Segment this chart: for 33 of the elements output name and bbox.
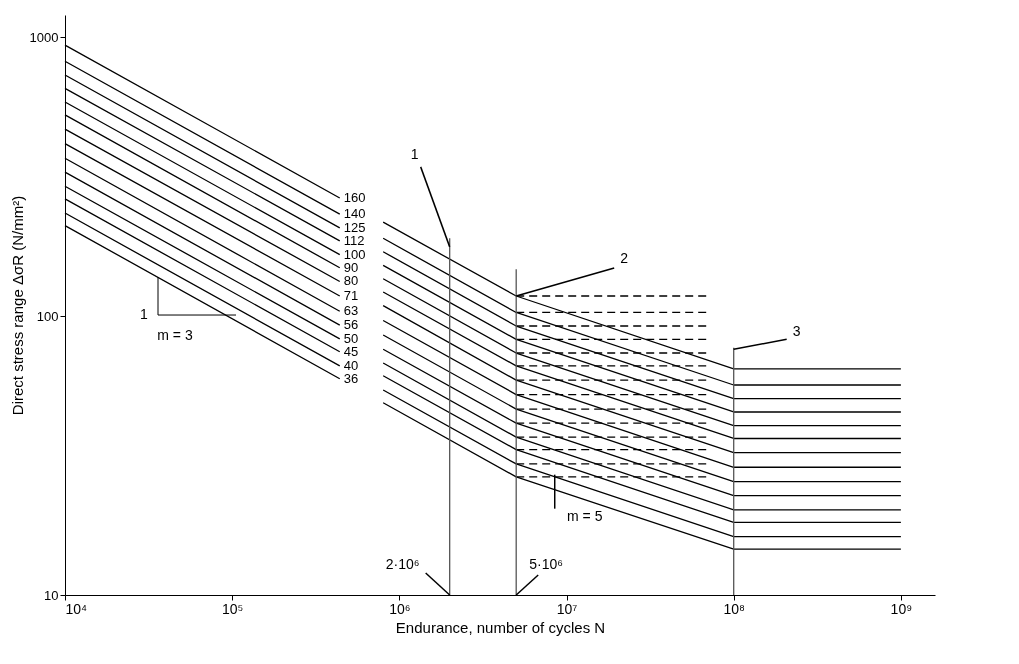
y-tick-label: 10 xyxy=(44,587,59,603)
x-tick-label: 10⁹ xyxy=(890,600,913,617)
annotation: 2 xyxy=(620,249,629,266)
annotation: 3 xyxy=(792,323,801,340)
x-axis-title: Endurance, number of cycles N xyxy=(395,618,606,636)
annotation: 1 xyxy=(140,306,149,323)
series-label: 40 xyxy=(343,357,359,373)
annotation: 2·10⁶ xyxy=(385,556,420,572)
series-label: 36 xyxy=(343,370,359,386)
series-label: 50 xyxy=(343,330,359,346)
series-label: 90 xyxy=(343,259,359,275)
series-label: 45 xyxy=(343,343,359,359)
annotation: 5·10⁶ xyxy=(529,556,564,572)
x-tick-label: 10⁶ xyxy=(389,600,411,617)
x-tick-label: 10⁸ xyxy=(723,600,746,617)
series-label: 112 xyxy=(343,232,365,248)
series-label: 71 xyxy=(343,287,359,303)
series-label: 160 xyxy=(343,189,366,205)
x-tick-label: 10⁴ xyxy=(65,600,88,617)
series-label: 140 xyxy=(343,206,366,222)
y-axis-title: Direct stress range ΔσR (N/mm²) xyxy=(8,195,26,416)
series-label: 80 xyxy=(343,273,359,289)
y-tick-label: 1000 xyxy=(29,29,59,45)
series-label: 125 xyxy=(343,219,366,235)
x-tick-label: 10⁵ xyxy=(221,600,244,617)
series-label: 63 xyxy=(343,303,359,319)
annotation: 1 xyxy=(410,145,419,162)
x-tick-label: 10⁷ xyxy=(556,600,578,617)
y-tick-label: 100 xyxy=(36,308,59,324)
annotation: m = 3 xyxy=(157,327,193,343)
series-label: 56 xyxy=(343,317,359,333)
series-label: 100 xyxy=(343,246,366,262)
annotation: m = 5 xyxy=(567,507,603,524)
